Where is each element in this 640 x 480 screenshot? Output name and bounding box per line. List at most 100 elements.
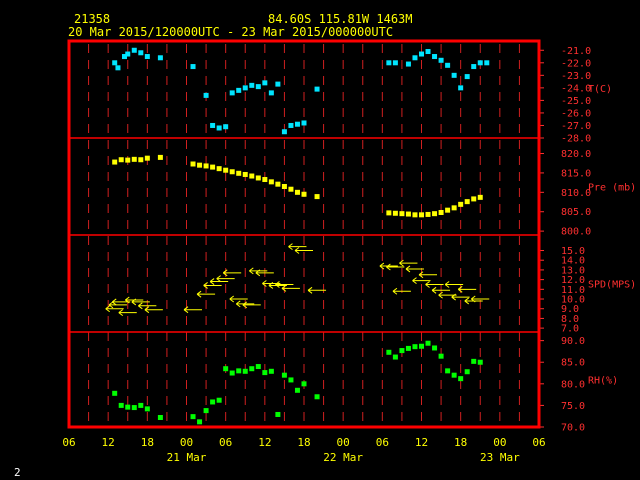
temp-point <box>432 54 438 60</box>
pres-point <box>471 196 477 202</box>
pres-point <box>477 194 483 200</box>
rh-point <box>399 348 405 354</box>
temp-point <box>262 80 268 86</box>
x-tick-label: 06 <box>532 436 545 449</box>
rh-point <box>458 376 464 382</box>
y-tick-label: 7.0 <box>561 324 579 335</box>
pres-point <box>242 171 248 177</box>
pres-point <box>288 186 294 192</box>
y-tick-label: -24.0 <box>561 83 591 94</box>
station-coords: 84.60S 115.81W 1463M <box>268 12 413 26</box>
pres-point <box>131 156 137 162</box>
rh-point <box>275 411 281 417</box>
rh-point <box>392 354 398 360</box>
rh-point <box>262 370 268 376</box>
pres-point <box>425 211 431 217</box>
y-tick-label: -26.0 <box>561 108 591 119</box>
wind-arrow <box>108 301 127 309</box>
rh-point <box>255 364 261 370</box>
temp-point <box>281 129 287 135</box>
pres-point <box>432 211 438 217</box>
wind-arrow <box>255 269 274 277</box>
temp-point <box>229 90 235 96</box>
y-tick-label: -28.0 <box>561 134 591 145</box>
rh-point <box>288 377 294 383</box>
rh-point <box>301 381 307 387</box>
rh-point <box>281 372 287 378</box>
wind-arrow <box>379 262 398 270</box>
pres-point <box>314 194 320 200</box>
temp-point <box>203 92 209 98</box>
y-tick-label: 70.0 <box>561 423 585 434</box>
y-tick-label: 11.0 <box>561 285 585 296</box>
pres-point <box>268 179 274 185</box>
rh-point <box>144 406 150 412</box>
wind-arrow <box>229 295 248 303</box>
rh-point <box>210 399 216 405</box>
temp-point <box>386 60 392 66</box>
pres-point <box>405 211 411 217</box>
pres-point <box>112 159 118 165</box>
pres-point <box>386 210 392 216</box>
temp-point <box>445 62 451 68</box>
plot-frame <box>67 39 541 429</box>
rh-point <box>223 366 229 372</box>
temp-point <box>419 51 424 57</box>
wind-arrow <box>275 281 294 288</box>
pres-point <box>203 163 209 169</box>
station-id: 21358 <box>74 12 110 26</box>
x-day-label: 23 Mar <box>480 451 520 464</box>
rh-point <box>216 397 222 403</box>
temp-point <box>294 121 300 127</box>
pres-point <box>255 175 261 181</box>
temp-point <box>216 125 222 131</box>
temp-point <box>138 50 144 56</box>
plot-marks <box>105 47 490 425</box>
pres-point <box>157 154 163 160</box>
rh-point <box>203 408 209 414</box>
x-tick-label: 18 <box>141 436 154 449</box>
rh-point <box>197 419 203 425</box>
wind-arrow <box>386 263 405 271</box>
x-tick-label: 06 <box>376 436 389 449</box>
x-tick-label: 00 <box>337 436 350 449</box>
temp-point <box>210 122 216 128</box>
rh-point <box>405 345 411 351</box>
wind-arrow <box>392 287 411 295</box>
temp-point <box>477 60 483 66</box>
x-day-label: 22 Mar <box>323 451 363 464</box>
x-day-label: 21 Mar <box>167 451 207 464</box>
temp-point <box>458 85 464 91</box>
pres-point <box>392 210 398 216</box>
wind-arrow <box>235 300 255 308</box>
y-tick-label: 800.0 <box>561 227 591 238</box>
pres-point <box>236 170 242 176</box>
y-tick-label: -21.0 <box>561 46 591 57</box>
y-tick-label: 13.0 <box>561 265 585 276</box>
temp-point <box>125 51 131 57</box>
y-tick-label: 12.0 <box>561 275 585 286</box>
wind-arrow <box>444 281 464 288</box>
rh-point <box>112 390 118 396</box>
x-tick-label: 06 <box>62 436 75 449</box>
pres-point <box>464 199 470 205</box>
rh-point <box>268 368 274 374</box>
temp-point <box>223 124 229 130</box>
wind-arrow <box>425 281 444 288</box>
y-tick-label: 75.0 <box>561 401 585 412</box>
wind-arrow <box>105 305 124 313</box>
wind-arrow <box>209 278 229 285</box>
y-tick-label: 810.0 <box>561 188 591 199</box>
rh-point <box>464 369 470 375</box>
wind-arrow <box>405 265 424 273</box>
pres-point <box>125 157 131 163</box>
y-tick-label: -25.0 <box>561 96 591 107</box>
pres-point <box>118 157 124 163</box>
wind-arrow <box>216 275 235 283</box>
rh-point <box>229 370 235 376</box>
y-tick-label: 85.0 <box>561 358 585 369</box>
rh-point <box>157 415 163 420</box>
wind-arrow <box>242 301 261 309</box>
rh-point <box>471 358 477 364</box>
temp-point <box>484 60 490 66</box>
